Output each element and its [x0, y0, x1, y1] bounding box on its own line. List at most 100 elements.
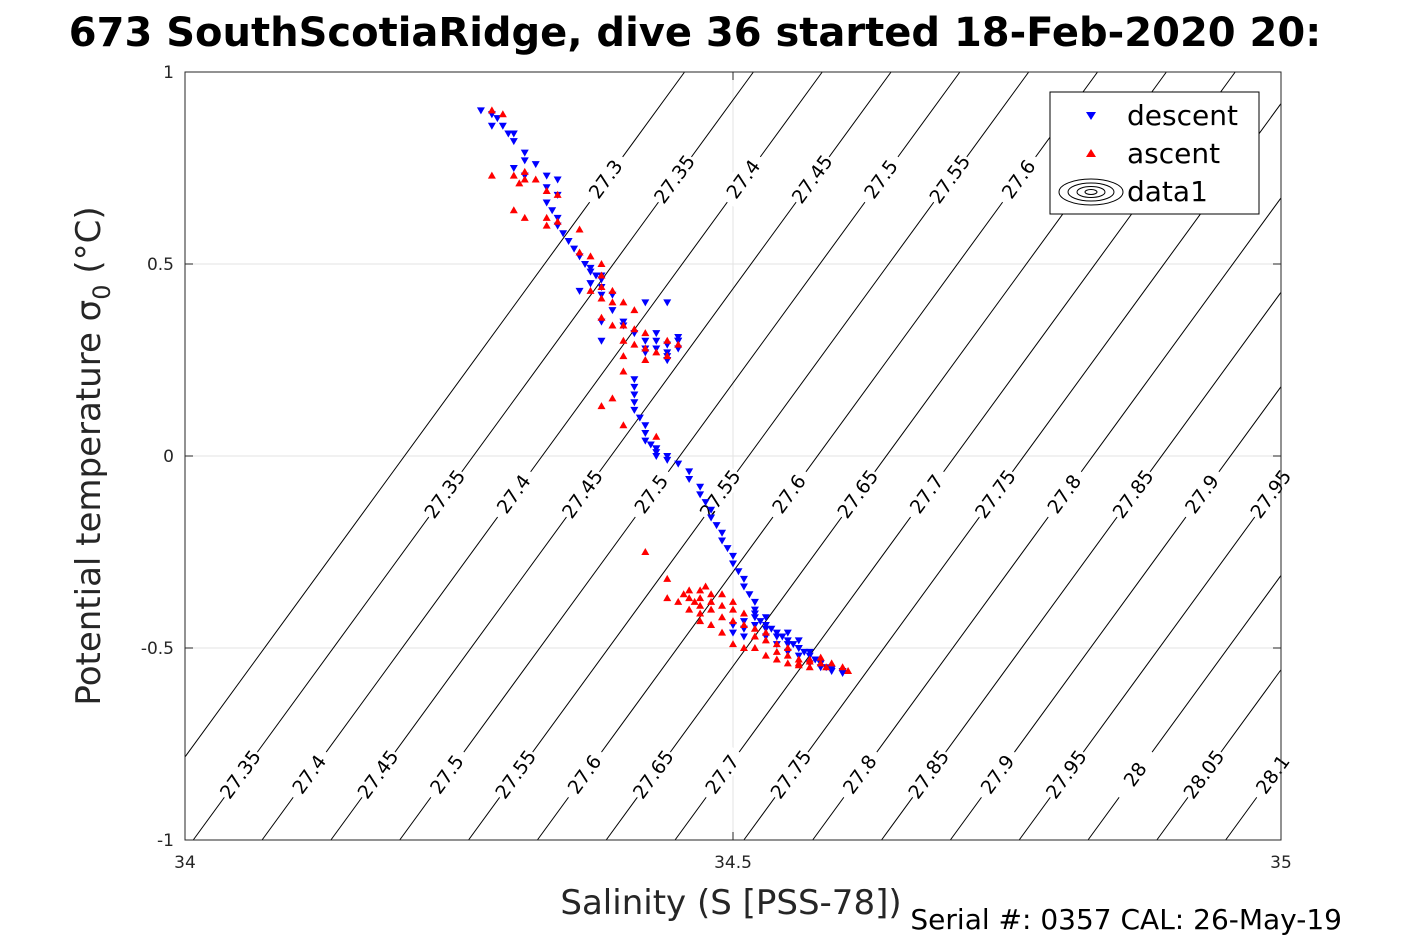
axis-ticks: 34 34.5 35 -1 -0.5 0 0.5 1	[141, 63, 1292, 873]
descent-point	[734, 568, 743, 576]
ascent-point	[707, 590, 716, 598]
isopycnal-label-bg	[1175, 464, 1227, 523]
ascent-point	[750, 624, 759, 632]
ascent-point	[630, 340, 639, 348]
ascent-point	[739, 620, 748, 628]
ascent-point	[685, 605, 694, 613]
y-axis-label: Potential temperature σ0 (°C)	[69, 206, 116, 705]
isopycnal-label-group: 27.7	[900, 464, 951, 523]
descent-point	[739, 633, 748, 641]
isopycnal-label: 27.55	[491, 746, 541, 803]
isopycnal-label-bg	[487, 464, 538, 523]
ascent-point	[608, 286, 617, 294]
isopycnal-label-group: 27.75	[764, 744, 816, 803]
descent-point	[783, 629, 792, 637]
isopycnal-label-bg	[992, 149, 1043, 208]
isopycnal-label-bg	[1246, 744, 1298, 803]
ascent-point	[761, 651, 770, 659]
ascent-point	[608, 298, 617, 306]
x-tick-label: 34	[174, 853, 196, 873]
ascent-point	[597, 260, 606, 267]
descent-point	[663, 453, 672, 460]
ascent-point	[641, 344, 650, 352]
ascent-point	[750, 644, 759, 651]
ascent-point	[696, 594, 705, 602]
isopycnal-label: 27.95	[1042, 746, 1092, 803]
descent-point	[586, 268, 595, 276]
descent-point	[674, 333, 683, 341]
ascent-point	[619, 421, 628, 429]
descent-point	[750, 598, 759, 606]
ascent-point	[663, 574, 672, 582]
ascent-point	[816, 659, 825, 667]
ascent-point	[619, 321, 628, 329]
descent-point	[718, 529, 727, 537]
ascent-point	[597, 294, 606, 302]
ascent-point	[597, 402, 606, 410]
isopycnal-label: 27.35	[420, 466, 470, 523]
isopycnal-label-bg	[1244, 464, 1296, 523]
x-tick-label: 35	[1270, 853, 1292, 873]
descent-point	[608, 307, 617, 315]
descent-point	[509, 130, 518, 138]
ascent-point	[696, 617, 705, 625]
isopycnal-label-group: 27.6	[557, 744, 609, 803]
ascent-point	[553, 217, 562, 225]
isopycnal-label-bg	[647, 149, 699, 208]
descent-point	[487, 122, 496, 130]
descent-point	[794, 645, 803, 652]
ascent-point	[844, 667, 853, 675]
descent-point	[548, 207, 557, 215]
isopycnal-label: 27.45	[354, 746, 404, 803]
descent-point	[750, 606, 759, 614]
descent-point	[641, 299, 650, 307]
ascent-point	[520, 213, 529, 221]
descent-point	[652, 449, 661, 457]
isopycnal-label-bg	[1106, 464, 1158, 523]
ascent-point	[805, 663, 814, 671]
chart-title: 673 SouthScotiaRidge, dive 36 started 18…	[69, 10, 1321, 56]
descent-point	[794, 637, 803, 645]
legend-label-descent: descent	[1127, 99, 1238, 132]
isopycnal-label-group: 27.35	[647, 149, 700, 208]
isopycnal-label-bg	[854, 149, 906, 208]
descent-point	[696, 483, 705, 491]
ascent-point	[739, 609, 748, 617]
descent-point	[586, 264, 595, 272]
isopycnal-label: 27.35	[216, 746, 266, 803]
descent-point	[778, 633, 787, 641]
descent-point	[707, 506, 716, 514]
descent-point	[723, 545, 732, 553]
descent-point	[750, 614, 759, 622]
descent-point	[570, 245, 579, 253]
ascent-point	[498, 110, 507, 118]
ascent-legend-marker	[1086, 149, 1096, 157]
isopycnal-label-group: 27.55	[489, 744, 541, 803]
ascent-point	[674, 597, 683, 605]
y-tick-label: 0	[163, 447, 174, 467]
x-axis-label: Salinity (S [PSS-78])	[560, 883, 901, 923]
ascent-point	[619, 352, 628, 360]
ascent-point	[679, 590, 688, 598]
ascent-point	[685, 586, 694, 594]
ascent-point	[586, 286, 595, 294]
ascent-point	[718, 590, 727, 598]
descent-point	[630, 406, 639, 414]
descent-point	[663, 299, 672, 307]
descent-point	[542, 172, 551, 180]
isopycnal-label-group: 27.65	[831, 464, 883, 523]
descent-point	[542, 199, 551, 207]
y-tick-label: -1	[157, 831, 174, 851]
ascent-point	[729, 640, 737, 648]
isopycnal-label-group: 28	[1108, 744, 1160, 803]
ascent-point	[641, 329, 650, 337]
ascent-point	[739, 644, 748, 651]
isopycnal-label-group: 27.35	[213, 744, 266, 803]
isopycnal-label-bg	[418, 464, 470, 523]
isopycnal-label-bg	[764, 744, 816, 803]
ascent-point	[822, 663, 831, 671]
isopycnal-label-group: 27.45	[555, 464, 608, 523]
descent-point	[707, 514, 716, 522]
isopycnal-label-bg	[1039, 744, 1091, 803]
descent-point	[663, 456, 672, 464]
